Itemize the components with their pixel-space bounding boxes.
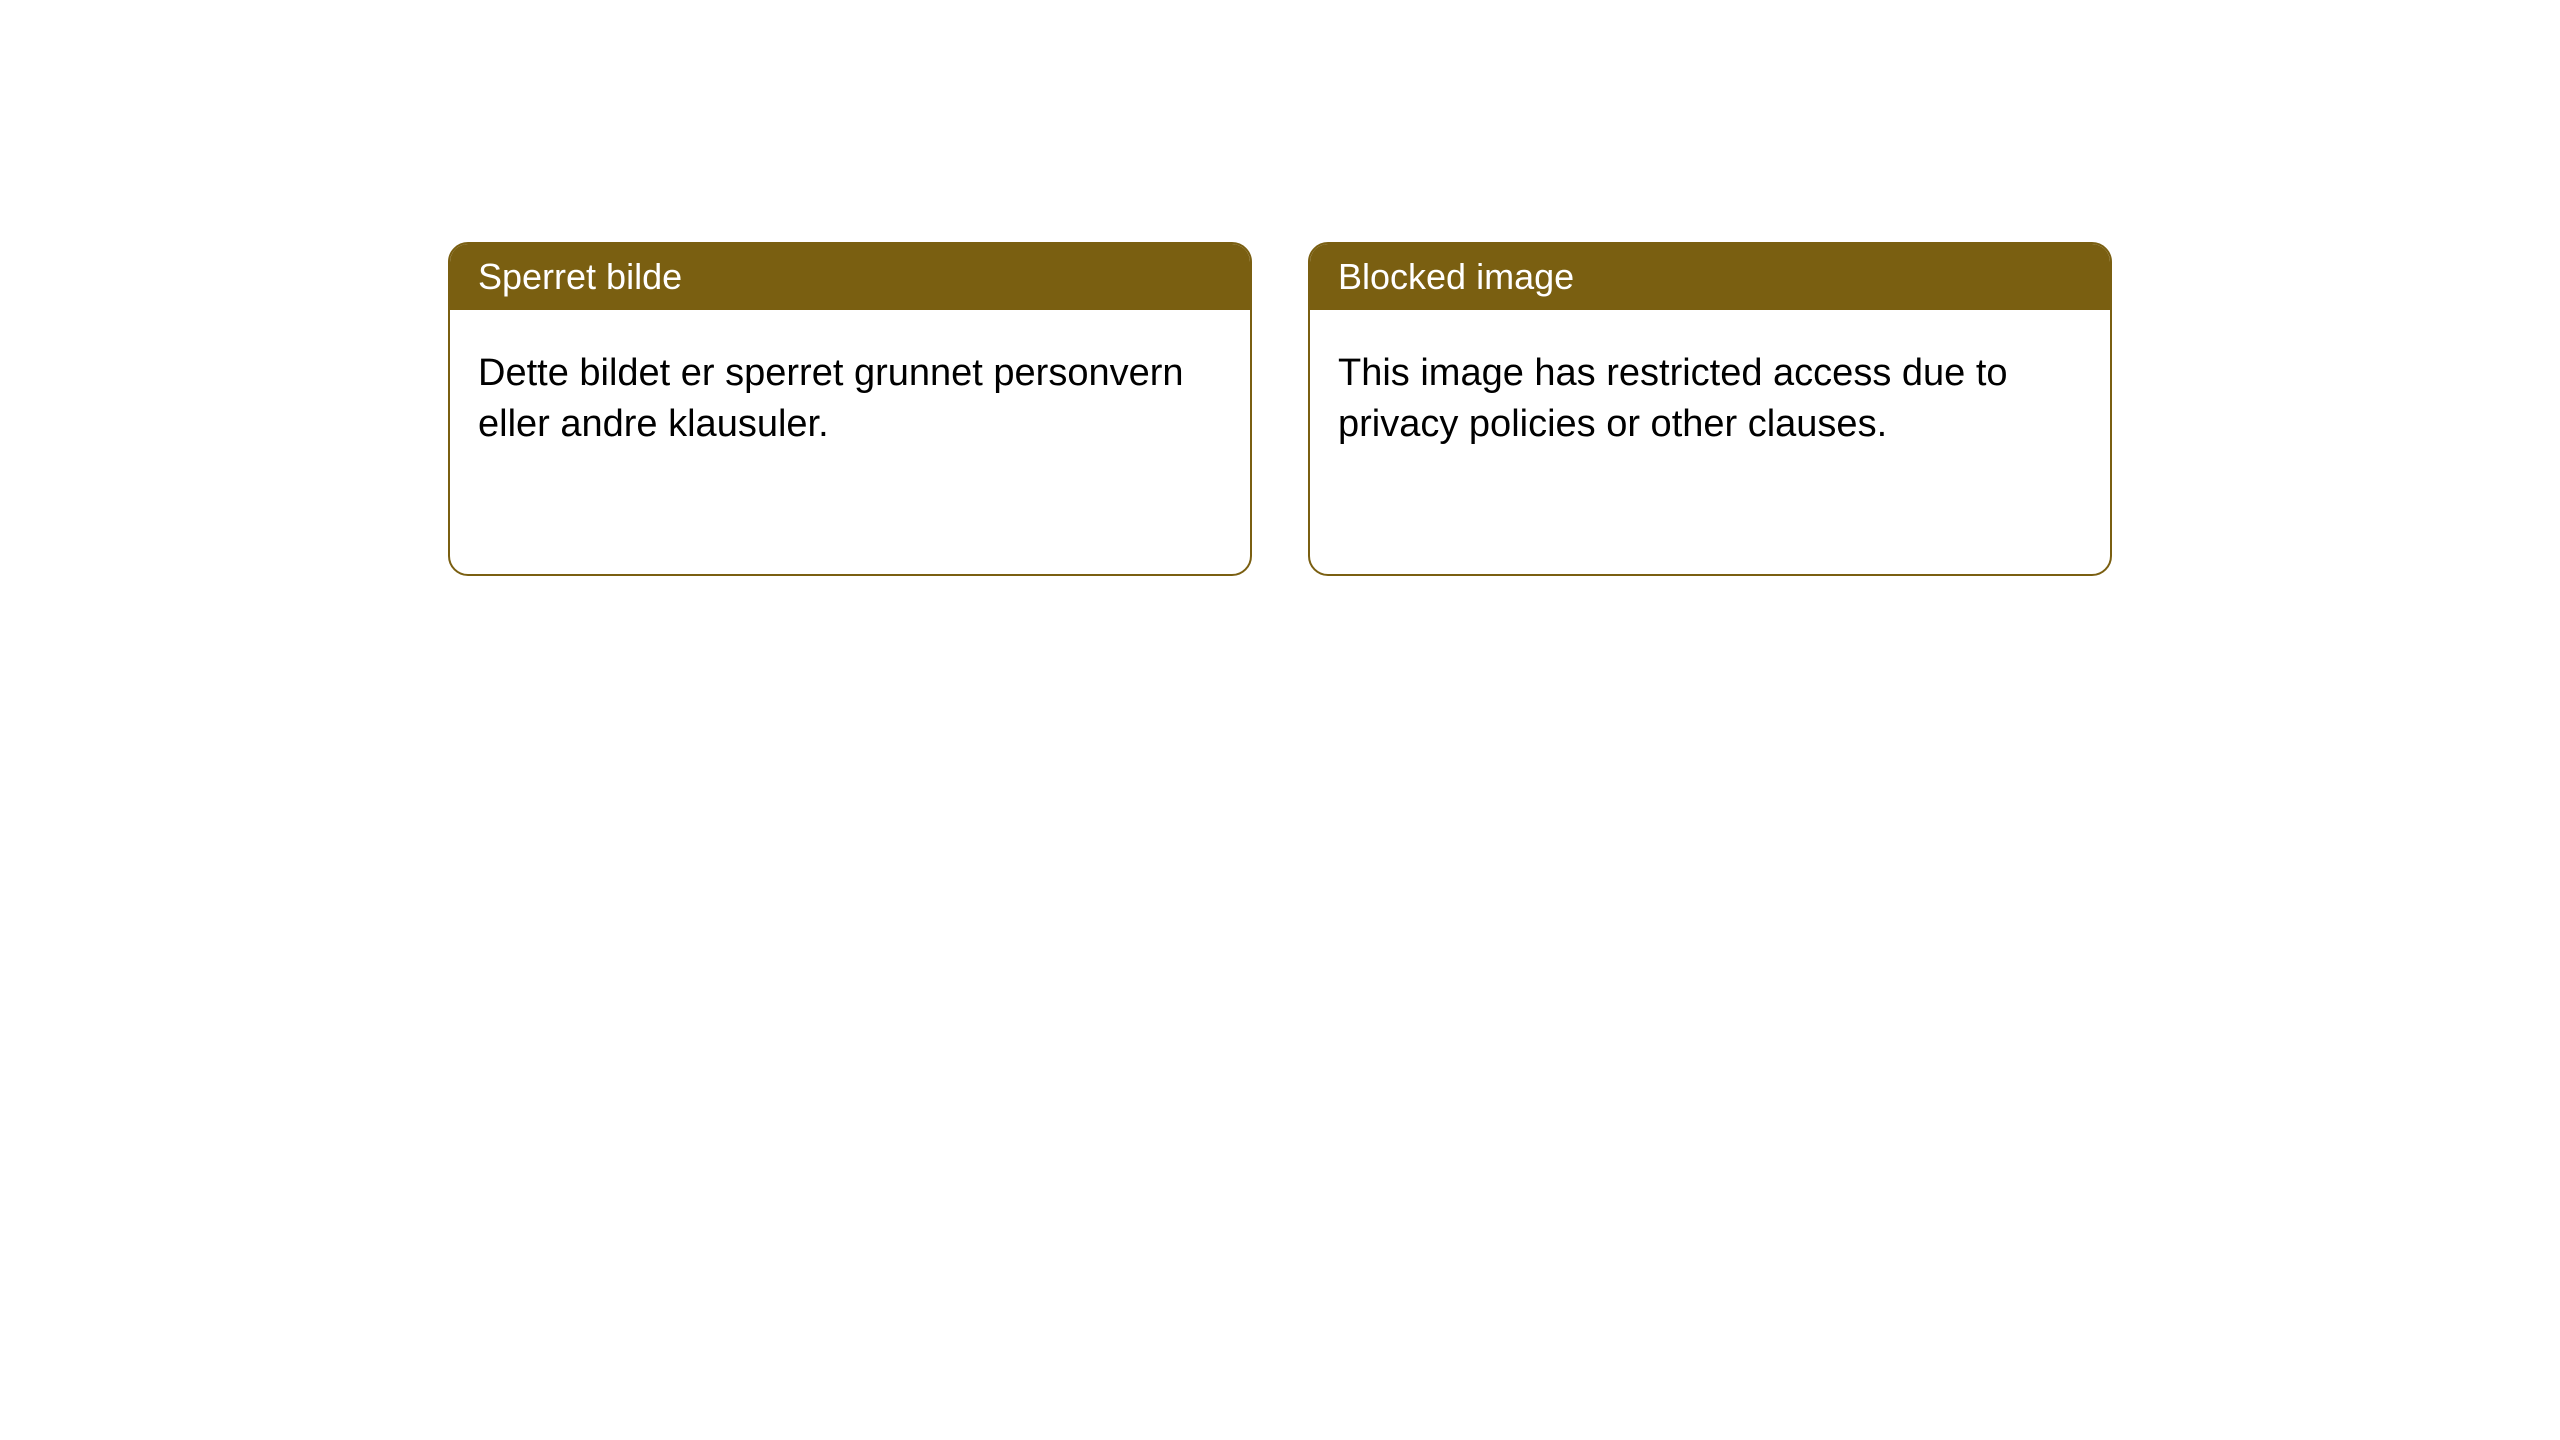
notice-card-norwegian: Sperret bilde Dette bildet er sperret gr… bbox=[448, 242, 1252, 576]
notice-container: Sperret bilde Dette bildet er sperret gr… bbox=[0, 0, 2560, 576]
card-body: Dette bildet er sperret grunnet personve… bbox=[450, 310, 1250, 489]
card-title: Sperret bilde bbox=[478, 256, 682, 297]
card-title: Blocked image bbox=[1338, 256, 1574, 297]
card-header: Sperret bilde bbox=[450, 244, 1250, 310]
card-header: Blocked image bbox=[1310, 244, 2110, 310]
card-body: This image has restricted access due to … bbox=[1310, 310, 2110, 489]
card-message: This image has restricted access due to … bbox=[1338, 352, 2008, 445]
card-message: Dette bildet er sperret grunnet personve… bbox=[478, 352, 1184, 445]
notice-card-english: Blocked image This image has restricted … bbox=[1308, 242, 2112, 576]
